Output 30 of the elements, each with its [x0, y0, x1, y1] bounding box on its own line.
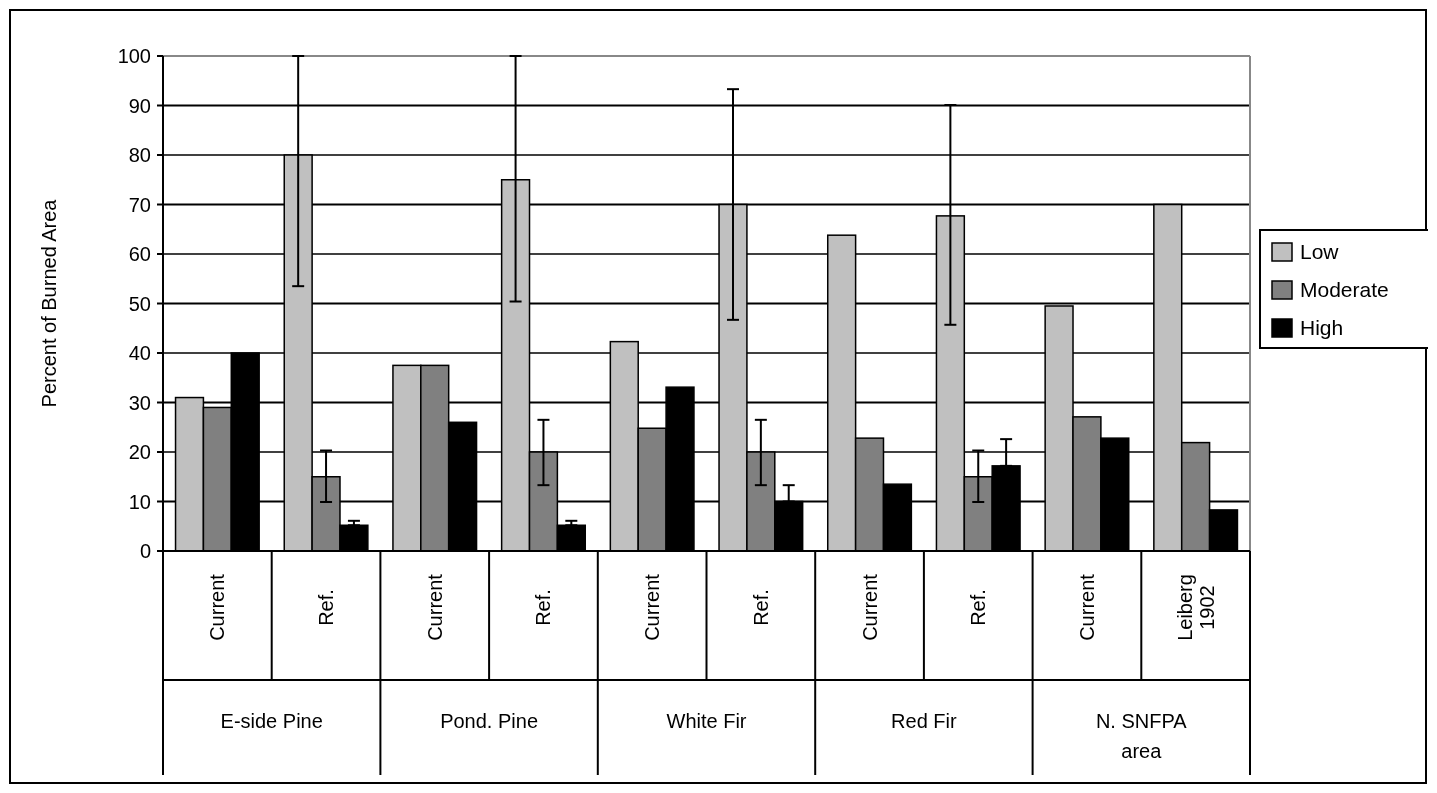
x-tick-label: Current: [641, 573, 664, 641]
text: Pond. Pine: [440, 710, 539, 732]
legend-label: High: [1300, 316, 1344, 340]
text: E-side Pine: [220, 710, 323, 732]
x-tick-label: Ref.: [315, 589, 338, 626]
x-tick-label: Current: [206, 573, 229, 641]
text: Red Fir: [891, 710, 958, 732]
y-axis-title: Percent of Burned Area: [38, 198, 60, 408]
y-tick-label: 100: [117, 45, 151, 67]
y-tick-label: 20: [128, 441, 151, 463]
x-tick-label: Current: [1075, 573, 1098, 641]
y-tick-label: 70: [128, 193, 151, 216]
x-tick-label: Ref.: [967, 589, 990, 626]
y-tick-label: 30: [128, 391, 151, 414]
y-tick-label: 40: [128, 342, 151, 364]
y-tick-label: 10: [128, 490, 151, 513]
y-tick-label: 0: [139, 540, 151, 562]
x-tick-label: Current: [423, 573, 446, 641]
x-tick-label: Leiberg 1902: [1173, 574, 1218, 641]
legend-label: Moderate: [1300, 278, 1389, 302]
x-tick-label: Ref.: [749, 589, 772, 626]
legend-label: Low: [1300, 240, 1340, 264]
x-tick-label: Ref.: [532, 589, 555, 626]
text: White Fir: [666, 710, 747, 732]
y-tick-label: 90: [128, 94, 151, 117]
text: N. SNFPA area: [1095, 710, 1188, 762]
x-tick-label: Current: [858, 573, 881, 641]
y-tick-label: 80: [128, 144, 151, 166]
y-tick-label: 50: [128, 292, 151, 315]
y-tick-label: 60: [128, 243, 151, 265]
